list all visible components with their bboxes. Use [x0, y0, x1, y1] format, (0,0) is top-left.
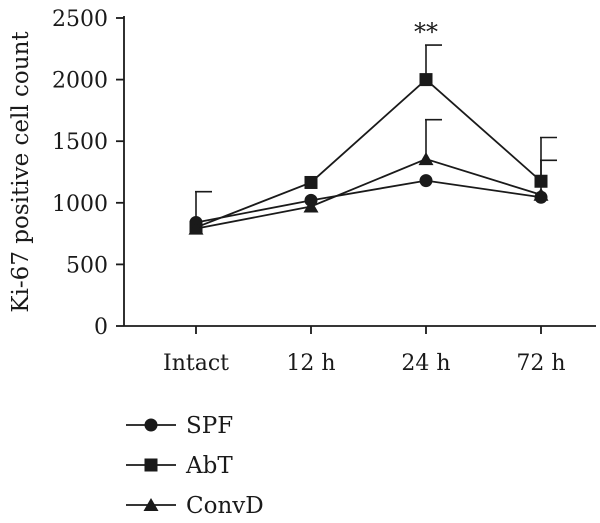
x-tick-label: 24 h	[401, 351, 450, 376]
y-tick-label: 0	[94, 315, 108, 340]
annotations: **	[414, 18, 438, 46]
series-line-abt	[195, 78, 542, 229]
y-tick-label: 500	[66, 253, 108, 278]
x-ticks: Intact 12 h 24 h 72 h	[163, 326, 566, 376]
data-point-abt	[304, 175, 318, 189]
data-point-convd	[533, 187, 549, 201]
y-axis: 0 500 1000 1500 2000 2500 Ki-67 positive cell…	[8, 7, 125, 340]
data-point-convd	[303, 199, 319, 213]
legend-marker-spf	[144, 418, 158, 432]
legend-marker-abt	[144, 458, 158, 472]
data-point-convd	[188, 221, 204, 235]
legend-label-convd: ConvD	[186, 493, 264, 519]
legend: SPF AbT ConvD	[126, 413, 264, 519]
x-tick-label: 12 h	[286, 351, 335, 376]
series-line-spf	[195, 179, 542, 224]
legend-label-spf: SPF	[186, 413, 233, 439]
y-tick-label: 2000	[52, 69, 108, 94]
x-tick-label: Intact	[163, 351, 229, 376]
legend-label-abt: AbT	[185, 453, 233, 479]
y-axis-title: Ki-67 positive cell count	[8, 31, 34, 313]
series-lines	[195, 78, 542, 230]
data-point-convd	[418, 152, 434, 166]
significance-annotation: **	[414, 18, 438, 46]
error-bars	[195, 44, 557, 229]
y-tick-label: 1000	[52, 192, 108, 217]
x-tick-label: 72 h	[516, 351, 565, 376]
data-point-abt	[419, 73, 433, 87]
x-axis: Intact 12 h 24 h 72 h	[124, 325, 596, 376]
y-tick-label: 1500	[52, 130, 108, 155]
data-point-spf	[419, 174, 433, 188]
data-point-abt	[534, 174, 548, 188]
legend-marker-convd	[143, 498, 159, 511]
series-line-convd	[195, 158, 542, 230]
series-markers	[188, 73, 549, 235]
y-ticks: 0 500 1000 1500 2000 2500	[52, 7, 124, 340]
y-tick-label: 2500	[52, 7, 108, 32]
